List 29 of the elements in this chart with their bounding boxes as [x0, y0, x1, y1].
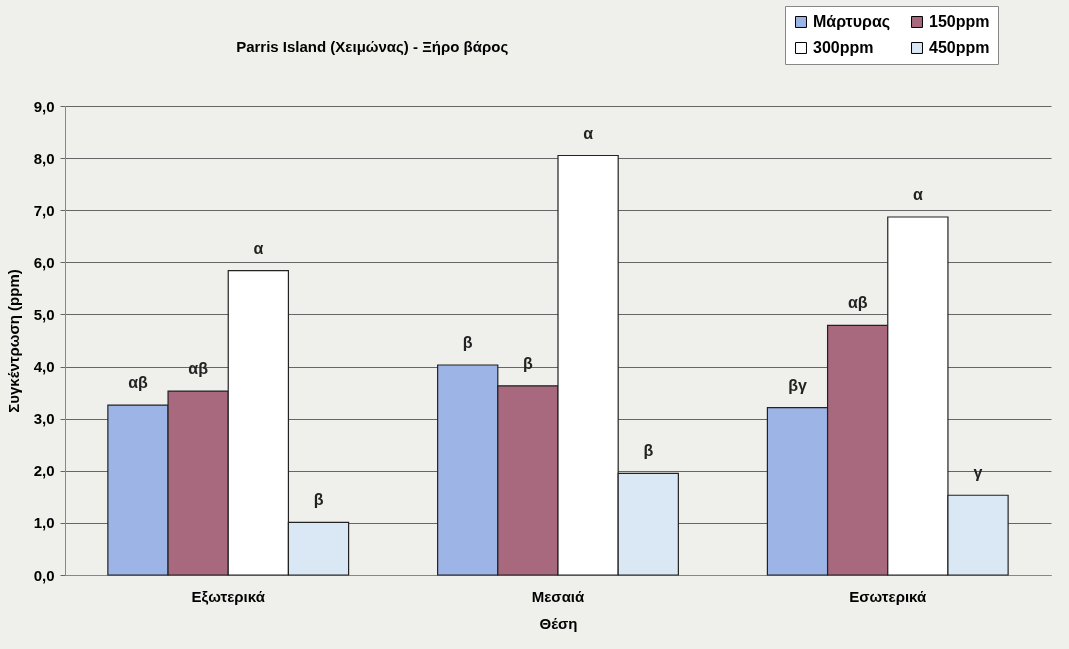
legend-label: 150ppm	[929, 13, 990, 30]
data-label: αβ	[847, 294, 868, 312]
y-tick-label: 5,0	[33, 305, 55, 323]
y-tick-label: 6,0	[33, 253, 55, 271]
x-tick-label: Εσωτερικά	[849, 587, 927, 605]
x-axis-title: Θέση	[539, 614, 578, 632]
y-tick-label: 2,0	[33, 462, 55, 480]
data-label: α	[253, 239, 264, 257]
data-label: αβ	[128, 374, 148, 392]
data-label: α	[912, 186, 923, 203]
chart-title: Parris Island (Χειμώνας) - Ξήρο βάρος	[236, 38, 509, 55]
y-tick-label: 8,0	[33, 149, 55, 167]
data-label: βγ	[788, 376, 807, 394]
data-label: α	[583, 124, 594, 142]
y-tick-label: 9,0	[33, 97, 55, 115]
data-label: β	[462, 333, 473, 351]
y-tick-label: 3,0	[33, 410, 55, 428]
y-tick-label: 1,0	[33, 514, 55, 532]
y-axis-title: Συγκέντρωση (ppm)	[4, 269, 22, 413]
x-tick-label: Μεσαιά	[531, 587, 586, 605]
data-label: β	[313, 491, 324, 509]
legend-label: 450ppm	[929, 39, 990, 56]
y-tick-label: 0,0	[33, 566, 55, 584]
legend-label: 300ppm	[813, 39, 874, 56]
data-label: β	[643, 442, 654, 460]
x-tick-label: Εξωτερικά	[191, 587, 266, 605]
y-tick-label: 4,0	[33, 358, 55, 376]
y-tick-label: 7,0	[33, 201, 55, 219]
legend-label: Μάρτυρας	[813, 13, 891, 31]
